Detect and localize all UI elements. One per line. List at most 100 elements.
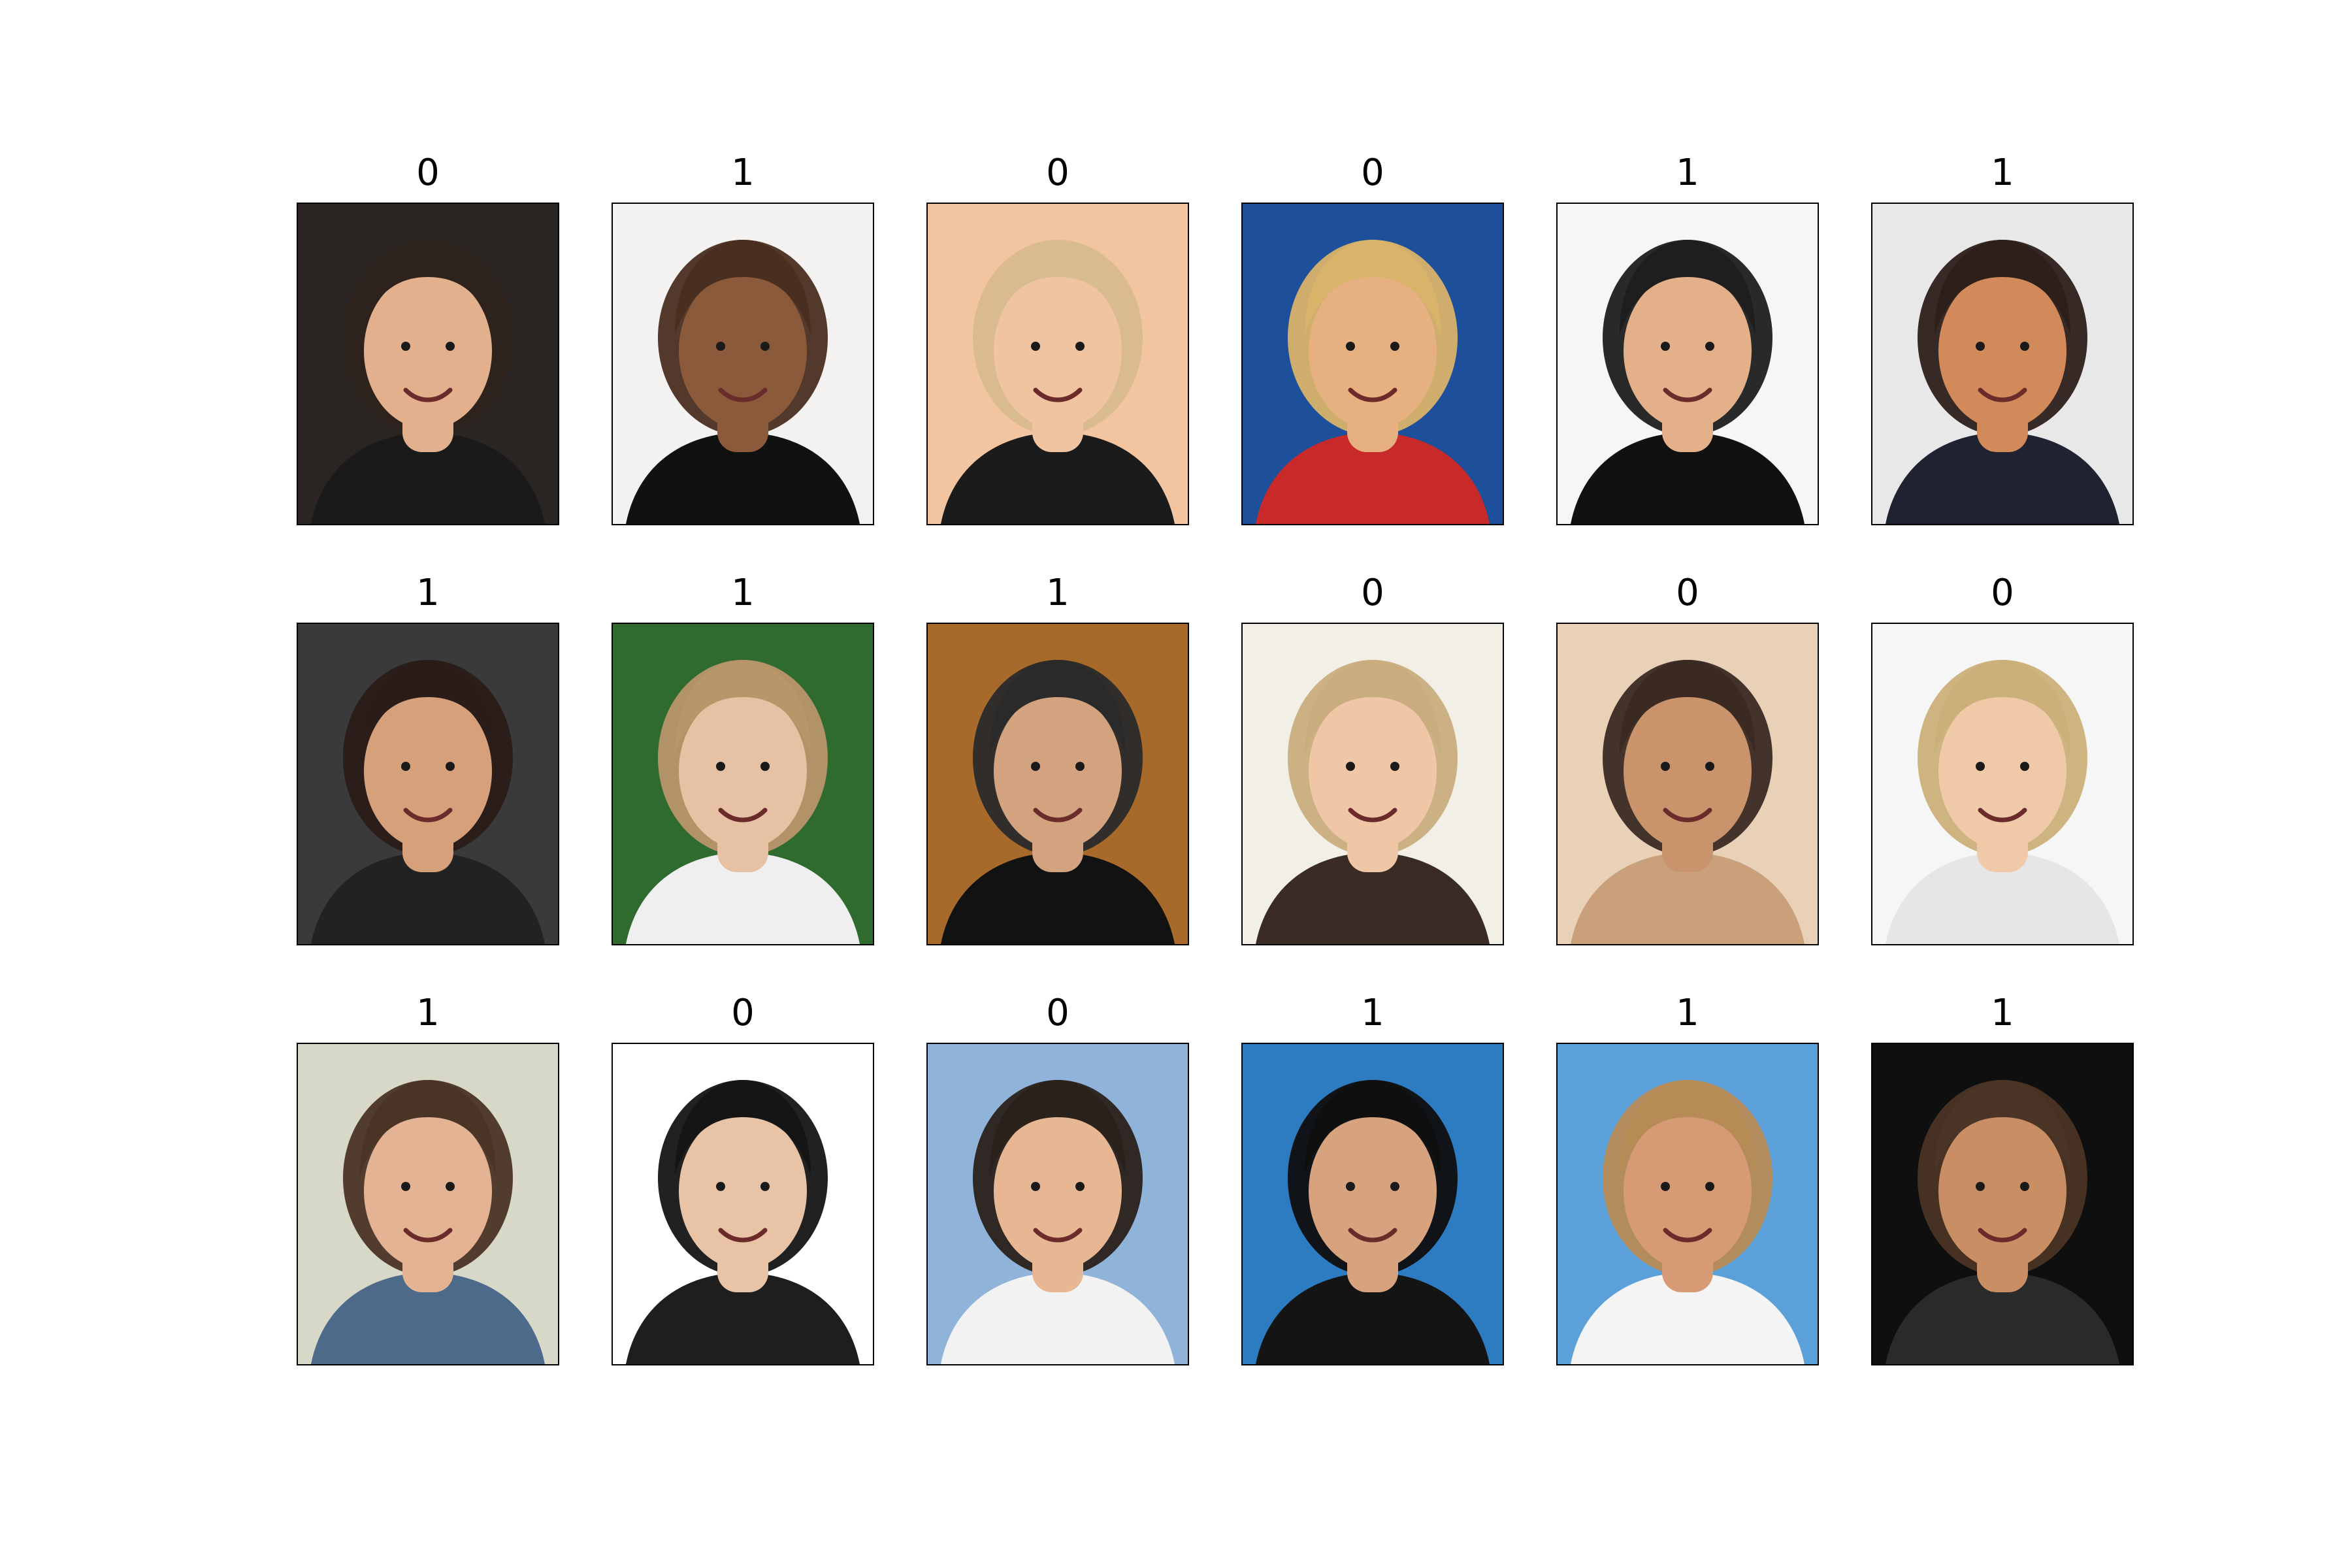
image-label: 0 [1361, 152, 1384, 194]
shoulders-shape [1571, 433, 1805, 524]
mouth [1663, 387, 1712, 402]
portrait-illustration [613, 1044, 873, 1364]
image-label: 0 [1046, 992, 1070, 1034]
mouth [1663, 1228, 1712, 1243]
shoulders-shape [1571, 1273, 1805, 1364]
eye-left [1031, 762, 1040, 771]
shoulders-shape [1886, 853, 2119, 944]
face-shape [1938, 693, 2066, 849]
portrait-illustration [928, 624, 1188, 944]
eye-left [1031, 342, 1040, 351]
eye-right [446, 762, 455, 771]
portrait-photo [926, 1043, 1189, 1365]
mouth [403, 1228, 453, 1243]
portrait-photo [1241, 203, 1504, 525]
face-shape [994, 272, 1122, 429]
face-shape [1624, 693, 1752, 849]
portrait-illustration [928, 204, 1188, 524]
eye-left [401, 1182, 410, 1191]
portrait-photo [612, 203, 874, 525]
face-shape [1938, 272, 2066, 429]
eye-left [1661, 342, 1670, 351]
eye-right [1075, 762, 1085, 771]
mouth [1978, 808, 2027, 823]
portrait-photo [1871, 623, 2134, 945]
eye-right [446, 1182, 455, 1191]
eye-left [1346, 1182, 1355, 1191]
portrait-photo [926, 203, 1189, 525]
portrait-photo [612, 1043, 874, 1365]
eye-left [1346, 342, 1355, 351]
portrait-illustration [1243, 1044, 1503, 1364]
portrait-illustration [1558, 204, 1818, 524]
portrait-photo [1556, 203, 1819, 525]
eye-right [1390, 1182, 1399, 1191]
eye-left [401, 762, 410, 771]
portrait-photo [612, 623, 874, 945]
portrait-photo [1871, 203, 2134, 525]
image-label: 1 [1676, 152, 1699, 194]
face-shape [1624, 1113, 1752, 1269]
portrait-photo [297, 203, 559, 525]
portrait-photo [1556, 623, 1819, 945]
portrait-illustration [298, 1044, 558, 1364]
portrait-illustration [298, 624, 558, 944]
eye-right [1390, 762, 1399, 771]
eye-left [716, 762, 725, 771]
eye-right [1705, 1182, 1714, 1191]
face-shape [364, 1113, 492, 1269]
image-label: 0 [416, 152, 440, 194]
mouth [1348, 808, 1397, 823]
portrait-illustration [613, 624, 873, 944]
portrait-illustration [928, 1044, 1188, 1364]
shoulders-shape [1886, 433, 2119, 524]
face-shape [994, 1113, 1122, 1269]
portrait-illustration [1872, 204, 2132, 524]
mouth [1978, 387, 2027, 402]
mouth [1348, 387, 1397, 402]
eye-right [2020, 1182, 2029, 1191]
face-shape [1309, 1113, 1437, 1269]
shoulders-shape [626, 433, 860, 524]
image-label: 0 [1046, 152, 1070, 194]
eye-left [1976, 342, 1985, 351]
eye-right [1075, 1182, 1085, 1191]
mouth [1663, 808, 1712, 823]
image-label: 0 [731, 992, 755, 1034]
shoulders-shape [311, 433, 545, 524]
hair-top-shape [990, 240, 1126, 335]
hair-top-shape [1935, 240, 2070, 335]
eye-left [1661, 1182, 1670, 1191]
shoulders-shape [941, 433, 1175, 524]
shoulders-shape [626, 1273, 860, 1364]
image-label: 1 [416, 992, 440, 1034]
shoulders-shape [626, 853, 860, 944]
shoulders-shape [1256, 853, 1490, 944]
image-label: 1 [1046, 572, 1070, 614]
portrait-photo [1241, 623, 1504, 945]
face-shape [994, 693, 1122, 849]
face-shape [364, 272, 492, 429]
hair-top-shape [1620, 1080, 1756, 1175]
face-shape [1938, 1113, 2066, 1269]
eye-right [2020, 762, 2029, 771]
shoulders-shape [1886, 1273, 2119, 1364]
portrait-illustration [1558, 624, 1818, 944]
eye-left [1346, 762, 1355, 771]
mouth [1033, 808, 1083, 823]
mouth [1033, 387, 1083, 402]
hair-top-shape [675, 240, 811, 335]
image-label: 1 [731, 152, 755, 194]
shoulders-shape [1256, 1273, 1490, 1364]
hair-top-shape [675, 1080, 811, 1175]
image-label: 1 [416, 572, 440, 614]
eye-right [1705, 342, 1714, 351]
mouth [718, 1228, 768, 1243]
face-shape [679, 1113, 807, 1269]
face-shape [679, 693, 807, 849]
portrait-photo [1241, 1043, 1504, 1365]
mouth [1033, 1228, 1083, 1243]
eye-right [1390, 342, 1399, 351]
eye-left [1976, 762, 1985, 771]
hair-top-shape [990, 1080, 1126, 1175]
